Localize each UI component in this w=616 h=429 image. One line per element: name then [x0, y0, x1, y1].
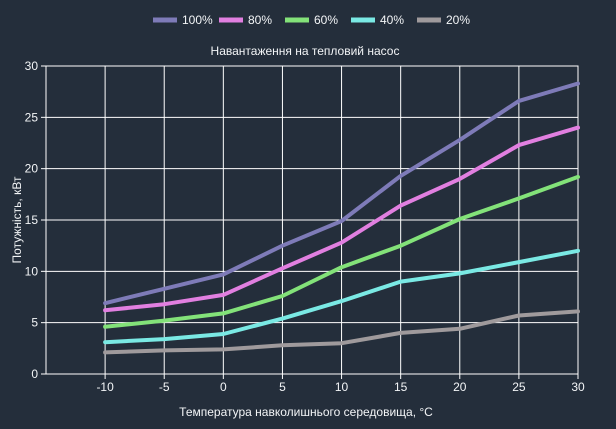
- x-tick-label: 5: [279, 380, 286, 394]
- x-tick-label: 25: [512, 380, 526, 394]
- x-tick-label: -5: [159, 380, 170, 394]
- series-line-60pct: [103, 174, 580, 329]
- y-tick-label: 0: [31, 367, 38, 381]
- y-tick-label: 30: [25, 59, 39, 73]
- legend-label: 80%: [248, 13, 272, 27]
- legend-label: 60%: [314, 13, 338, 27]
- x-axis-label: Температура навколишнього середовища, °C: [179, 405, 433, 419]
- series-line-40pct: [103, 248, 580, 345]
- x-tick-label: 20: [453, 380, 467, 394]
- y-tick-label: 25: [25, 110, 39, 124]
- chart-title: Навантаження на тепловий насос: [211, 44, 400, 58]
- x-tick-label: 30: [571, 380, 585, 394]
- legend-label: 40%: [380, 13, 404, 27]
- y-tick-label: 5: [31, 316, 38, 330]
- x-tick-label: 15: [394, 380, 408, 394]
- y-axis-ticks: 0 5 10 15 20 25 30: [25, 59, 46, 381]
- series-line-80pct: [103, 125, 580, 313]
- legend-label: 100%: [182, 13, 213, 27]
- y-tick-label: 15: [25, 213, 39, 227]
- series-line-20pct: [103, 309, 580, 355]
- series-group: [103, 81, 580, 355]
- y-axis-label: Потужність, кВт: [10, 176, 24, 263]
- series-line-100pct: [103, 81, 580, 306]
- x-tick-label: -10: [96, 380, 114, 394]
- y-tick-label: 10: [25, 264, 39, 278]
- x-axis-ticks: -10 -5 0 5 10 15 20 25 30: [96, 374, 585, 394]
- legend-label: 20%: [446, 13, 470, 27]
- legend: 100% 80% 60% 40% 20%: [153, 13, 470, 27]
- x-tick-label: 10: [335, 380, 349, 394]
- y-tick-label: 20: [25, 162, 39, 176]
- x-tick-label: 0: [220, 380, 227, 394]
